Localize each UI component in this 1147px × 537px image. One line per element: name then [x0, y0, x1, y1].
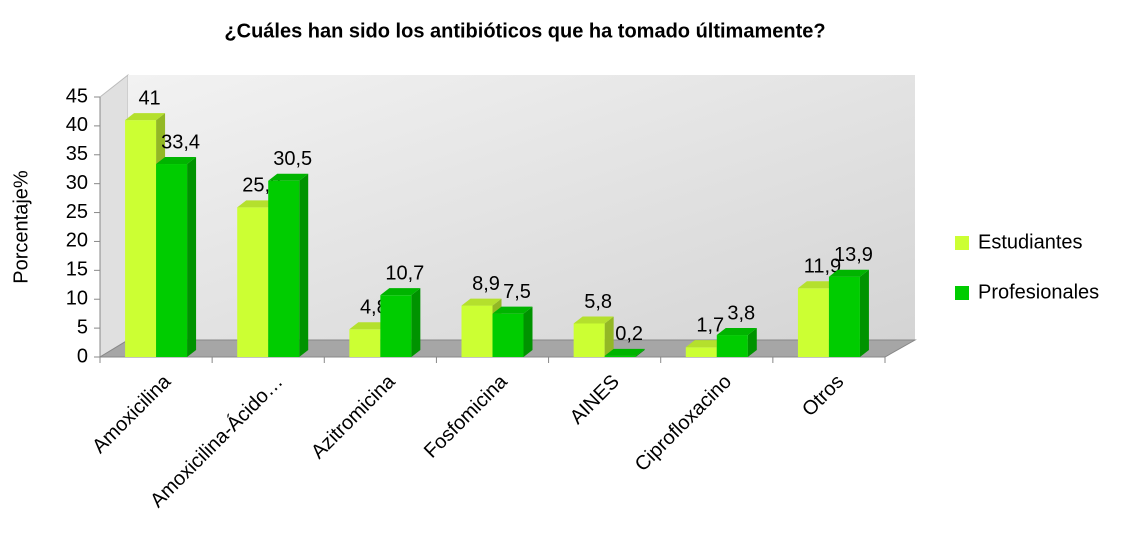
bar-top — [797, 281, 838, 289]
x-tick-label: Azitromicina — [307, 370, 400, 463]
value-label: 7,5 — [503, 281, 531, 303]
bar-top — [573, 316, 614, 324]
y-tick-label: 0 — [77, 345, 88, 367]
bar-top — [461, 298, 502, 306]
bar — [156, 164, 188, 357]
y-tick-label: 10 — [66, 288, 88, 310]
bar-top — [237, 200, 278, 208]
bar — [237, 207, 269, 357]
bar — [828, 276, 860, 357]
bar-top — [828, 269, 869, 277]
y-tick-label: 45 — [66, 85, 88, 107]
bar-top — [380, 288, 421, 296]
bar — [380, 295, 412, 357]
y-tick-label: 5 — [77, 316, 88, 338]
y-tick-label: 20 — [66, 230, 88, 252]
bar — [268, 180, 300, 357]
bar-side — [635, 348, 645, 357]
bar-top — [125, 113, 166, 121]
bar — [573, 323, 605, 357]
bar-side — [299, 173, 309, 357]
x-tick-label: Otros — [798, 371, 848, 421]
value-label: 33,4 — [161, 131, 200, 153]
value-label: 30,5 — [273, 148, 312, 170]
bar — [461, 305, 493, 357]
bar-side — [523, 306, 533, 357]
x-tick-label: Amoxicilina — [88, 370, 176, 458]
bar-top — [716, 328, 757, 336]
bar — [492, 313, 524, 357]
bar — [125, 120, 157, 357]
y-tick-label: 15 — [66, 259, 88, 281]
bar — [797, 288, 829, 357]
bar-side — [859, 269, 869, 357]
value-label: 1,7 — [696, 314, 724, 336]
value-label: 3,8 — [727, 302, 755, 324]
value-label: 41 — [138, 87, 160, 109]
value-label: 5,8 — [584, 291, 612, 313]
bar-top — [156, 157, 197, 165]
side-wall — [99, 73, 129, 358]
bar-top — [604, 348, 645, 356]
bar — [349, 329, 381, 357]
bar-top — [685, 340, 726, 348]
back-wall — [128, 75, 915, 340]
bar-side — [747, 328, 757, 357]
bar — [685, 347, 717, 357]
x-tick-label: Ciprofloxacino — [631, 371, 736, 476]
x-tick-label: Fosfomicina — [420, 370, 512, 462]
bar-side — [411, 288, 421, 357]
chart-title: ¿Cuáles han sido los antibióticos que ha… — [224, 20, 825, 42]
legend-label: Estudiantes — [978, 231, 1083, 253]
y-tick-label: 30 — [66, 172, 88, 194]
y-tick-label: 25 — [66, 201, 88, 223]
y-tick-label: 35 — [66, 143, 88, 165]
x-tick-label: AINES — [566, 371, 624, 429]
bar-top — [492, 306, 533, 314]
value-label: 11,9 — [804, 256, 841, 278]
value-label: 8,9 — [472, 273, 500, 295]
bar-side — [187, 157, 197, 357]
y-tick-label: 40 — [66, 114, 88, 136]
legend-label: Profesionales — [978, 281, 1099, 303]
bar-side — [604, 316, 614, 357]
value-label: 10,7 — [385, 262, 424, 284]
bar — [604, 355, 636, 357]
bar-top — [268, 173, 309, 181]
legend-swatch — [955, 286, 969, 300]
bar-top — [349, 322, 390, 330]
value-label: 0,2 — [615, 323, 643, 345]
bar — [716, 335, 748, 357]
legend-swatch — [955, 236, 969, 250]
value-label: 13,9 — [834, 244, 873, 266]
y-axis-label: Porcentaje% — [10, 170, 32, 284]
